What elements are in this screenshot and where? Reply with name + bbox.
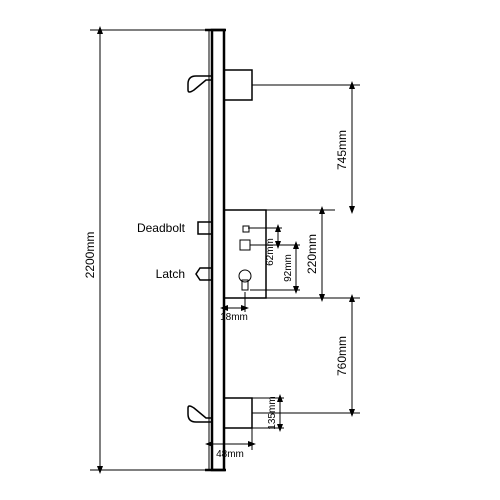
dim-745: 745mm (335, 85, 352, 210)
svg-text:760mm: 760mm (335, 336, 349, 376)
lock-faceplate (205, 30, 226, 470)
svg-text:135mm: 135mm (267, 396, 278, 429)
upper-hook-case (188, 70, 252, 100)
label-deadbolt: Deadbolt (137, 221, 186, 235)
svg-text:92mm: 92mm (283, 254, 294, 282)
dim-48: 48mm (209, 428, 252, 460)
svg-text:Latch: Latch (156, 267, 185, 281)
dim-overall-height: 2200mm (83, 30, 212, 470)
center-lock-case (196, 210, 266, 298)
dim-760: 760mm (335, 298, 352, 413)
svg-text:62mm: 62mm (265, 238, 276, 266)
svg-text:745mm: 745mm (335, 130, 349, 170)
dim-overall-height-value: 2200mm (83, 232, 97, 279)
dim-62: 62mm (248, 228, 282, 266)
svg-text:48mm: 48mm (216, 449, 244, 460)
svg-text:18mm: 18mm (220, 312, 248, 323)
lock-dimension-diagram: 2200mm Deadbolt Latch 745mm 220mm 760mm … (0, 0, 500, 500)
svg-text:Deadbolt: Deadbolt (137, 221, 186, 235)
svg-text:220mm: 220mm (305, 234, 319, 274)
dim-220: 220mm (305, 210, 322, 298)
label-latch: Latch (156, 267, 185, 281)
lower-hook-case (188, 398, 252, 428)
